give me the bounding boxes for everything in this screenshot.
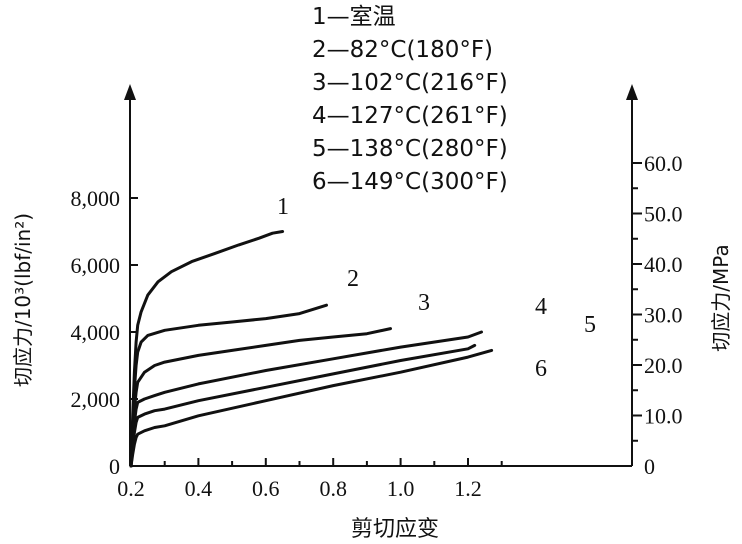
x-tick-label: 0.2: [117, 476, 145, 501]
right-y-tick-label: 20.0: [644, 353, 683, 378]
legend-item: 4—127°C(261°F): [312, 103, 508, 129]
right-y-tick-label: 40.0: [644, 252, 683, 277]
x-tick-label: 0.8: [319, 476, 347, 501]
left-y-tick-label: 0: [109, 454, 120, 479]
left-y-axis-label: 切应力/10³(lbf/in²): [11, 213, 35, 387]
curve-labels: 1 2 3 4 5 6: [277, 194, 596, 382]
left-y-tick-label: 4,000: [71, 320, 121, 345]
x-tick-label: 0.4: [185, 476, 213, 501]
curve-3: [129, 327, 392, 468]
curve-1: [129, 230, 285, 468]
curve-label-3: 3: [418, 290, 430, 316]
right-y-tick-label: 60.0: [644, 151, 683, 176]
right-y-tick-label: 0: [644, 454, 655, 479]
curve-label-2: 2: [347, 266, 359, 292]
legend-item: 5—138°C(280°F): [312, 136, 508, 162]
curve-4: [129, 330, 483, 468]
x-tick-label: 1.0: [387, 476, 415, 501]
right-y-axis-label: 切应力/MPa: [709, 244, 733, 351]
right-y-tick-label: 30.0: [644, 303, 683, 328]
curve-label-4: 4: [535, 294, 547, 320]
x-ticks: 0.2 0.4 0.6 0.8 1.0 1.2: [117, 458, 503, 501]
left-y-axis-arrow: [124, 84, 136, 100]
curve-2: [129, 303, 328, 468]
right-y-tick-label: 10.0: [644, 404, 683, 429]
curve-6: [129, 348, 494, 468]
left-y-tick-label: 8,000: [71, 186, 121, 211]
axes: [124, 84, 638, 467]
right-y-tick-label: 50.0: [644, 202, 683, 227]
curve-label-1: 1: [277, 194, 289, 220]
legend-item: 1—室温: [312, 4, 396, 30]
curve-5: [129, 343, 477, 468]
x-tick-label: 0.6: [252, 476, 280, 501]
right-y-ticks: 0 10.0 20.0 30.0 40.0 50.0 60.0: [632, 151, 683, 479]
x-tick-label: 1.2: [454, 476, 482, 501]
curve-label-6: 6: [535, 356, 547, 382]
curve-label-5: 5: [584, 312, 596, 338]
left-y-tick-label: 2,000: [71, 387, 121, 412]
legend-item: 2—82°C(180°F): [312, 37, 493, 63]
curves: [129, 230, 494, 468]
left-y-ticks: 0 2,000 4,000 6,000 8,000: [71, 186, 138, 479]
x-axis-label: 剪切应变: [351, 517, 439, 542]
legend: 1—室温 2—82°C(180°F) 3—102°C(216°F) 4—127°C(2…: [312, 4, 508, 195]
legend-item: 3—102°C(216°F): [312, 70, 508, 96]
legend-item: 6—149°C(300°F): [312, 169, 508, 195]
left-y-tick-label: 6,000: [71, 253, 121, 278]
right-y-axis-arrow: [626, 84, 638, 100]
